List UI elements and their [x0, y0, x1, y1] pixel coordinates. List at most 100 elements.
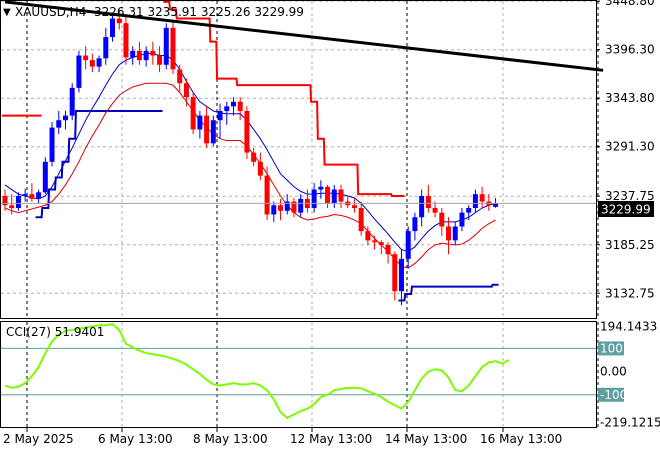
- candle-body: [183, 83, 189, 98]
- cci-title: CCI(27) 51.9401: [6, 325, 104, 339]
- ohlc-values: 3226.31 3235.91 3225.26 3229.99: [94, 5, 304, 19]
- candle-body: [2, 196, 8, 206]
- time-tick-label: 2 May 2025: [3, 432, 74, 446]
- collapse-arrow-icon[interactable]: ▼: [3, 7, 11, 18]
- candle-body: [157, 55, 163, 65]
- candle-body: [230, 101, 236, 107]
- last-price-label: 3229.99: [601, 203, 651, 217]
- candle-body: [325, 186, 331, 204]
- cci-level-tag: [598, 387, 624, 402]
- stop-red-segment: [163, 0, 405, 198]
- candle-body: [42, 161, 48, 193]
- candle-body: [459, 212, 465, 227]
- candle-body: [372, 240, 378, 243]
- candle-body: [103, 37, 109, 59]
- candle-body: [251, 152, 257, 162]
- time-tick-label: 12 May 13:00: [290, 432, 372, 446]
- candle-body: [217, 110, 223, 121]
- cci-axis: 194.1433 100 0.00 -100 -219.1215: [598, 320, 660, 429]
- trendline: [4, 0, 604, 72]
- candle-body: [49, 127, 55, 162]
- price-tick-label: 3185.25: [605, 238, 655, 252]
- candle-body: [278, 205, 284, 211]
- cci-tick-label: 100: [600, 341, 623, 355]
- candle-body: [432, 208, 438, 213]
- symbol-label: XAUUSD,H4: [15, 5, 86, 19]
- candle-body: [143, 50, 149, 61]
- ma-slow-line: [4, 82, 496, 269]
- candle-body: [163, 27, 169, 65]
- candle-body: [351, 205, 357, 209]
- candle-body: [89, 60, 95, 67]
- stop-line-red: [2, 0, 405, 198]
- candle-body: [150, 50, 156, 56]
- stop-blue-segment: [35, 109, 163, 219]
- candle-body: [83, 55, 89, 61]
- candle-body: [22, 194, 28, 197]
- time-tick-label: 14 May 13:00: [385, 432, 467, 446]
- candle-body: [197, 115, 203, 130]
- candle-body: [378, 242, 384, 245]
- candle-body: [9, 205, 15, 209]
- candle-body: [446, 226, 452, 241]
- candle-body: [264, 175, 270, 215]
- candle-body: [493, 203, 499, 207]
- candle-body: [76, 55, 82, 88]
- candle-body: [224, 106, 230, 111]
- candle-body: [36, 192, 42, 199]
- candle-body: [96, 58, 102, 67]
- cci-line: [4, 323, 510, 420]
- ma-fast-line: [4, 53, 496, 253]
- candle-body: [29, 194, 35, 199]
- candle-body: [237, 101, 243, 111]
- time-tick-label: 6 May 13:00: [98, 432, 173, 446]
- cci-grid: [1, 322, 599, 427]
- candle-body: [291, 201, 297, 213]
- candle-body: [123, 23, 129, 58]
- candle-body: [170, 27, 176, 70]
- price-axis: 3448.80 3396.30 3343.80 3291.30 3237.75 3185.…: [596, 0, 655, 300]
- price-tick-label: 3396.30: [605, 43, 655, 57]
- price-tick-label: 3132.75: [605, 286, 655, 300]
- cci-level-tag: [598, 341, 624, 356]
- candle-body: [358, 208, 364, 232]
- candle-body: [284, 201, 290, 211]
- cci-tick-label: 0.00: [600, 365, 627, 379]
- candle-body: [338, 189, 344, 202]
- candle-body: [177, 69, 183, 84]
- candle-body: [439, 212, 445, 227]
- candle-body: [318, 186, 324, 190]
- candle-body: [69, 87, 75, 116]
- candle-body: [479, 194, 485, 202]
- candle-body: [452, 226, 458, 241]
- candle-body: [130, 50, 136, 58]
- candle-body: [56, 120, 62, 128]
- price-tick-label: 3448.80: [605, 0, 655, 8]
- price-grid: [1, 0, 599, 318]
- candle-body: [392, 254, 398, 292]
- candle-body: [110, 18, 116, 38]
- candles: [2, 9, 499, 306]
- candle-body: [398, 258, 404, 292]
- candle-body: [298, 198, 304, 213]
- candle-body: [204, 115, 210, 144]
- candle-body: [311, 189, 317, 209]
- candle-body: [331, 189, 337, 204]
- price-tick-label: 3291.30: [605, 140, 655, 154]
- cci-pane-frame: [0, 321, 597, 428]
- last-price-tag: [598, 201, 654, 217]
- candle-body: [365, 231, 371, 241]
- time-tick-label: 16 May 13:00: [480, 432, 562, 446]
- candle-body: [271, 205, 277, 215]
- candle-body: [405, 231, 411, 259]
- price-tick-label: 3237.75: [605, 189, 655, 203]
- candle-body: [210, 120, 216, 144]
- candle-body: [136, 50, 142, 61]
- candle-body: [466, 208, 472, 213]
- candle-body: [190, 97, 196, 130]
- cci-tick-label: 194.1433: [600, 320, 657, 334]
- candle-body: [15, 196, 21, 209]
- cci-tick-label: -100: [600, 388, 627, 402]
- time-tick-label: 8 May 13:00: [193, 432, 268, 446]
